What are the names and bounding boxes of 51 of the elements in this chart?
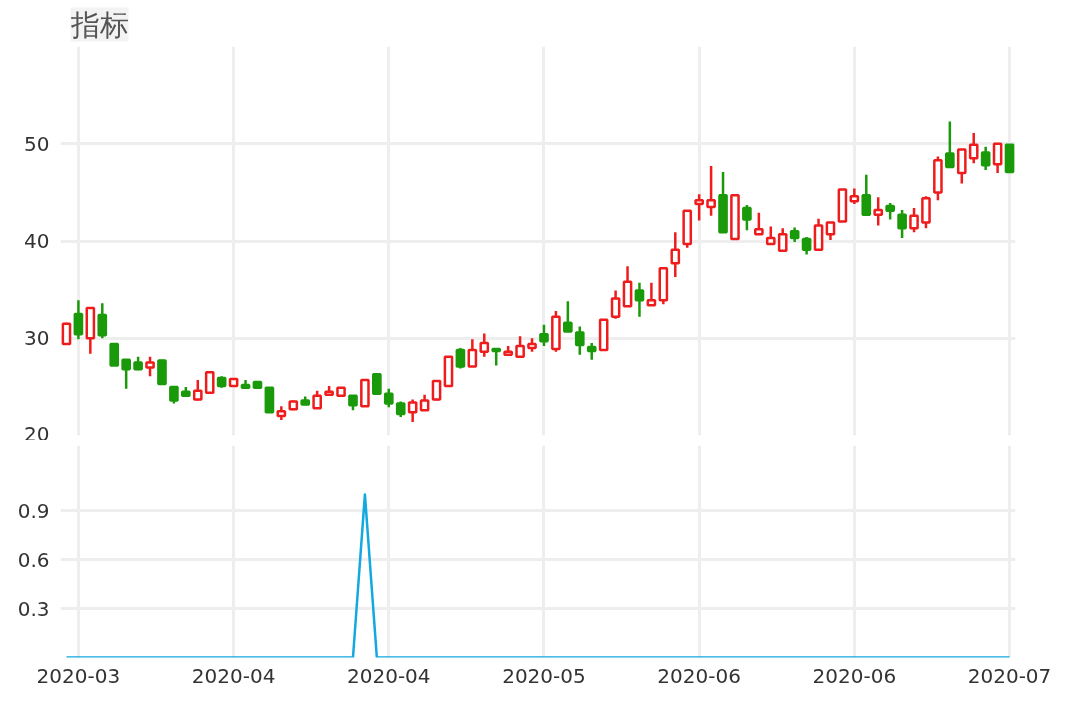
candlestick — [670, 231, 681, 279]
candlestick — [157, 358, 167, 387]
candlestick — [407, 398, 418, 424]
candlestick — [539, 323, 549, 348]
candlestick — [515, 335, 525, 358]
x-tick-label: 2020-04 — [191, 663, 276, 688]
candlestick — [479, 332, 490, 358]
candlestick — [73, 299, 84, 341]
candlestick — [192, 378, 203, 402]
candlestick — [563, 300, 573, 333]
candlestick — [121, 358, 131, 391]
candlestick — [909, 206, 919, 234]
candlestick — [610, 289, 621, 321]
candlestick — [742, 203, 752, 232]
y-tick-label: 0.9 — [17, 498, 50, 523]
candlestick — [861, 173, 872, 216]
chart-title: 指标 — [69, 7, 129, 42]
candlestick — [968, 131, 979, 165]
candlestick — [646, 281, 657, 307]
candlestick — [97, 301, 108, 340]
candlestick — [145, 355, 155, 378]
y-tick-label: 0.6 — [17, 547, 50, 572]
x-tick-label: 2020-06 — [812, 663, 897, 688]
y-tick-label: 20 — [24, 421, 50, 446]
x-tick-label: 2020-04 — [347, 663, 431, 688]
x-tick-label: 2020-07 — [967, 663, 1052, 688]
candlestick — [431, 379, 442, 402]
candlestick — [956, 148, 967, 185]
candlestick — [777, 227, 788, 252]
candlestick — [992, 142, 1003, 175]
candlestick — [754, 211, 764, 236]
candlestick — [706, 164, 716, 217]
x-tick-label: 2020-03 — [36, 663, 121, 688]
y-tick-label: 0.3 — [17, 596, 50, 621]
y-tick-label: 30 — [24, 326, 50, 351]
y-tick-label: 50 — [24, 131, 50, 156]
x-tick-label: 2020-05 — [502, 663, 586, 688]
candlestick — [694, 193, 704, 222]
candlestick — [980, 145, 991, 172]
candlestick — [204, 371, 215, 394]
candlestick — [467, 337, 478, 368]
candlestick — [945, 120, 955, 169]
candlestick — [634, 281, 645, 319]
candlestick — [109, 342, 120, 367]
candlestick — [383, 387, 394, 409]
y-tick-label: 40 — [24, 229, 50, 253]
candlestick — [873, 195, 884, 227]
candlestick — [372, 372, 382, 395]
candlestick — [574, 325, 585, 357]
candlestick — [897, 208, 907, 240]
x-tick-label: 2020-06 — [657, 663, 741, 688]
